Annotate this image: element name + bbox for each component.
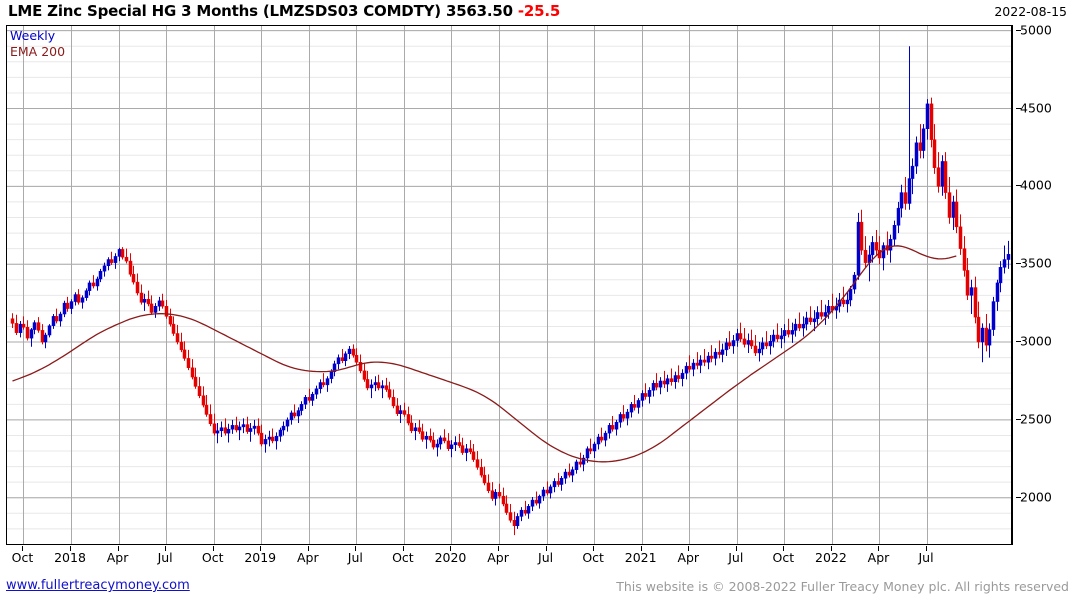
x-axis-tick bbox=[593, 546, 594, 551]
x-axis-label: 2021 bbox=[624, 550, 657, 565]
x-axis-label: Apr bbox=[677, 550, 700, 565]
candlestick-chart-svg bbox=[7, 26, 1011, 544]
x-axis-label: 2022 bbox=[815, 550, 847, 565]
x-axis-tick bbox=[450, 546, 451, 551]
chart-plot-area[interactable] bbox=[6, 25, 1012, 545]
x-axis-label: 2018 bbox=[54, 550, 86, 565]
chart-date: 2022-08-15 bbox=[994, 4, 1067, 19]
x-axis-tick bbox=[118, 546, 119, 551]
x-axis-label: 2020 bbox=[434, 550, 467, 565]
x-axis-tick bbox=[213, 546, 214, 551]
x-axis-label: Oct bbox=[11, 550, 34, 565]
x-axis-label: Apr bbox=[296, 550, 319, 565]
copyright-notice: This website is © 2008-2022 Fuller Treac… bbox=[616, 579, 1069, 594]
ema-200-overlay bbox=[12, 245, 957, 463]
y-axis-label: 3000 bbox=[1020, 333, 1052, 349]
y-axis-tick bbox=[1016, 263, 1021, 265]
y-axis-line bbox=[1012, 25, 1013, 545]
y-axis: 2000 2500 3000 3500 4000 4500 5000 bbox=[1016, 22, 1075, 545]
last-price: 3563.50 bbox=[445, 2, 513, 20]
y-axis-label: 2500 bbox=[1020, 411, 1052, 427]
chart-footer: www.fullertreacymoney.com This website i… bbox=[0, 578, 1075, 600]
y-axis-label: 4000 bbox=[1020, 177, 1052, 193]
x-axis-tick bbox=[498, 546, 499, 551]
x-axis-label: Oct bbox=[201, 550, 224, 565]
website-link[interactable]: www.fullertreacymoney.com bbox=[6, 578, 190, 593]
x-axis-tick bbox=[165, 546, 166, 551]
x-axis-tick bbox=[878, 546, 879, 551]
page-title: LME Zinc Special HG 3 Months (LMZSDS03 C… bbox=[8, 2, 560, 20]
y-axis-tick bbox=[1016, 418, 1021, 420]
chart-header: LME Zinc Special HG 3 Months (LMZSDS03 C… bbox=[0, 0, 1075, 24]
price-change: -25.5 bbox=[517, 2, 561, 20]
y-axis-label: 5000 bbox=[1020, 22, 1052, 38]
y-axis-tick bbox=[1016, 496, 1021, 498]
x-axis-tick bbox=[260, 546, 261, 551]
x-axis-tick bbox=[546, 546, 547, 551]
title-instrument: LME Zinc Special HG 3 Months (LMZSDS03 C… bbox=[8, 2, 441, 20]
y-axis-tick bbox=[1016, 107, 1021, 109]
x-axis-tick bbox=[926, 546, 927, 551]
x-axis-tick bbox=[355, 546, 356, 551]
x-axis-tick bbox=[688, 546, 689, 551]
y-axis-tick bbox=[1016, 341, 1021, 343]
y-axis-label: 2000 bbox=[1020, 489, 1052, 505]
x-axis-label: Oct bbox=[582, 550, 604, 565]
candlestick-series bbox=[10, 46, 1011, 536]
y-axis-label: 4500 bbox=[1020, 100, 1052, 115]
vertical-gridlines bbox=[23, 26, 928, 544]
x-axis-tick bbox=[70, 546, 71, 551]
x-axis-label: Oct bbox=[392, 550, 414, 565]
x-axis-tick bbox=[403, 546, 404, 551]
x-axis-label: Jul bbox=[157, 550, 173, 565]
x-axis: Oct 2018 Apr Jul Oct 2019 Apr Jul Oct 2020 Apr Jul O… bbox=[0, 546, 1075, 568]
x-axis-tick bbox=[736, 546, 737, 551]
x-axis-tick bbox=[831, 546, 832, 551]
x-axis-tick bbox=[22, 546, 23, 551]
x-axis-tick bbox=[641, 546, 642, 551]
x-axis-label: Oct bbox=[772, 550, 795, 565]
x-axis-label: Jul bbox=[538, 550, 554, 565]
x-axis-label: Jul bbox=[347, 550, 363, 565]
x-axis-label: Apr bbox=[867, 550, 890, 565]
major-gridlines bbox=[7, 30, 1011, 499]
minor-gridlines bbox=[7, 30, 1011, 544]
y-axis-tick bbox=[1016, 185, 1021, 187]
x-axis-label: Jul bbox=[918, 550, 934, 565]
x-axis-label: Apr bbox=[487, 550, 509, 565]
y-axis-label: 3500 bbox=[1020, 255, 1052, 271]
y-axis-tick bbox=[1016, 29, 1021, 31]
x-axis-tick bbox=[783, 546, 784, 551]
x-axis-label: 2019 bbox=[244, 550, 277, 565]
x-axis-tick bbox=[308, 546, 309, 551]
x-axis-label: Jul bbox=[728, 550, 744, 565]
x-axis-label: Apr bbox=[106, 550, 129, 565]
